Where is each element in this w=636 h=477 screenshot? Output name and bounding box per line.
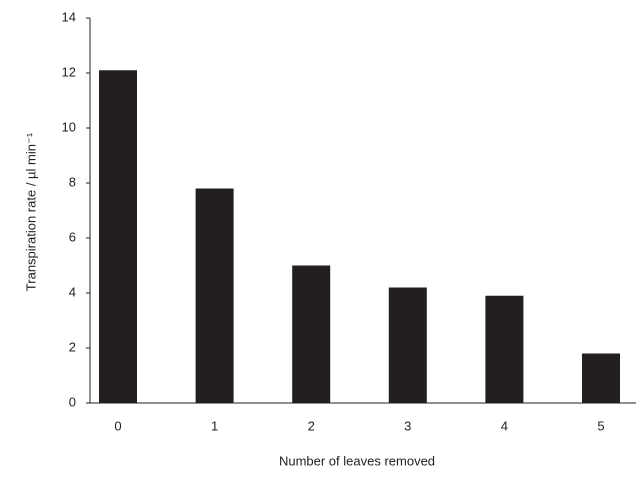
y-tick-label: 14 bbox=[62, 9, 76, 24]
y-tick-label: 6 bbox=[69, 229, 76, 244]
x-axis-label: Number of leaves removed bbox=[279, 453, 435, 468]
y-tick-label: 8 bbox=[69, 174, 76, 189]
y-tick-label: 12 bbox=[62, 64, 76, 79]
y-tick-label: 10 bbox=[62, 119, 76, 134]
x-tick-label: 2 bbox=[308, 418, 315, 433]
bar bbox=[582, 353, 620, 403]
bar bbox=[99, 70, 137, 403]
y-axis-label: Transpiration rate / µl min⁻¹ bbox=[23, 132, 38, 291]
x-tick-label: 3 bbox=[404, 418, 411, 433]
y-tick-label: 2 bbox=[69, 339, 76, 354]
x-tick-label: 5 bbox=[597, 418, 604, 433]
bar bbox=[292, 265, 331, 403]
bar bbox=[485, 295, 524, 403]
x-tick-label: 4 bbox=[501, 418, 508, 433]
bar bbox=[195, 188, 234, 403]
y-tick-label: 4 bbox=[69, 284, 76, 299]
x-tick-label: 0 bbox=[114, 418, 121, 433]
bar bbox=[388, 287, 427, 403]
y-tick-label: 0 bbox=[69, 394, 76, 409]
x-tick-label: 1 bbox=[211, 418, 218, 433]
